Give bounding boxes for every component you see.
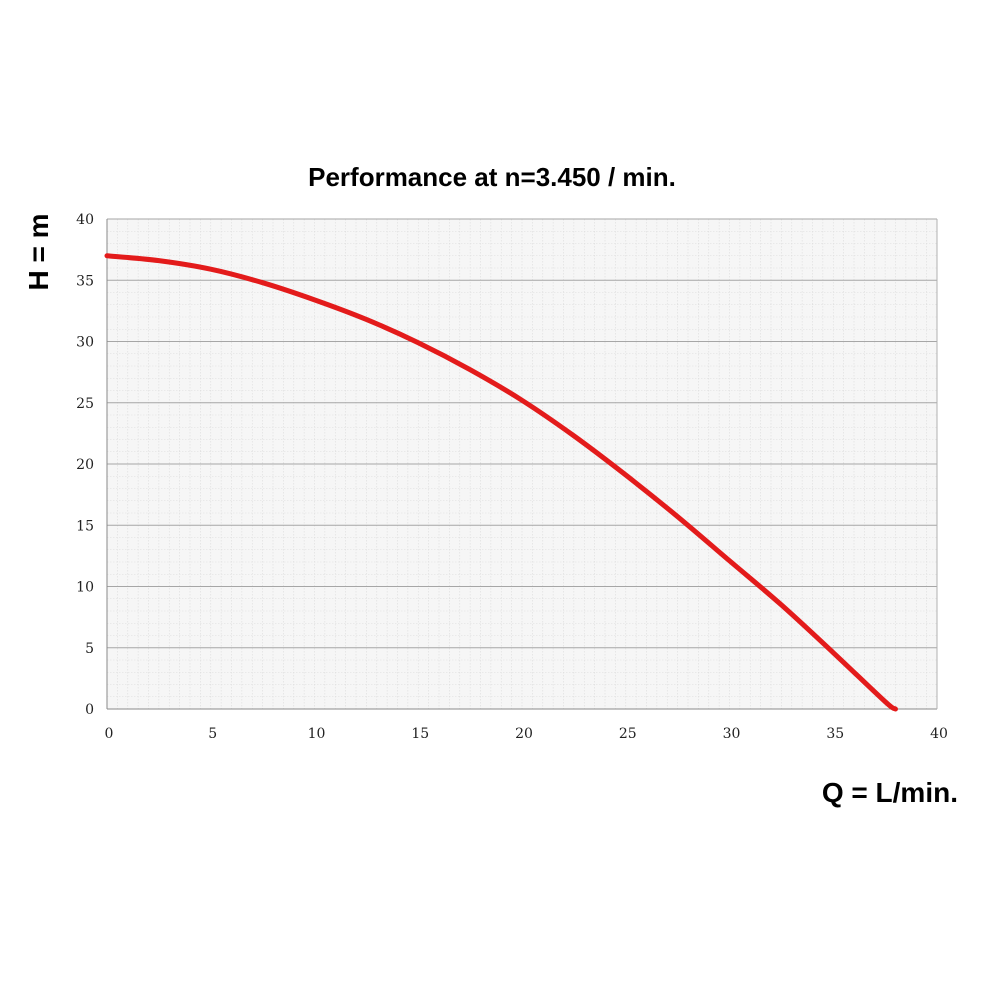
x-tick-labels: 0 5 10 15 20 25 30 35 40: [105, 726, 948, 742]
y-tick-label: 15: [76, 518, 94, 534]
x-tick-label: 20: [515, 726, 533, 742]
x-tick-label: 25: [619, 726, 637, 742]
y-tick-label: 10: [76, 580, 94, 596]
y-axis-label: H = m: [23, 213, 54, 290]
y-tick-labels: 0 5 10 15 20 25 30 35 40: [76, 212, 94, 718]
plot-area: [104, 218, 938, 712]
x-tick-label: 5: [208, 726, 217, 742]
x-tick-label: 0: [105, 726, 114, 742]
x-tick-label: 40: [930, 726, 948, 742]
y-tick-label: 25: [76, 396, 94, 412]
y-tick-label: 0: [85, 702, 94, 718]
series-layer: [104, 253, 898, 712]
y-tick-label: 20: [76, 457, 94, 473]
x-axis-label: Q = L/min.: [822, 777, 958, 808]
x-tick-label: 10: [308, 726, 326, 742]
y-tick-label: 40: [76, 212, 94, 228]
chart-title: Performance at n=3.450 / min.: [308, 162, 676, 192]
minor-grid: [107, 219, 937, 709]
series-line: [104, 253, 898, 712]
x-tick-label: 35: [826, 726, 844, 742]
y-tick-label: 5: [85, 641, 94, 657]
y-tick-label: 30: [76, 335, 94, 351]
y-tick-label: 35: [76, 273, 94, 289]
x-tick-label: 15: [411, 726, 429, 742]
x-tick-label: 30: [723, 726, 741, 742]
